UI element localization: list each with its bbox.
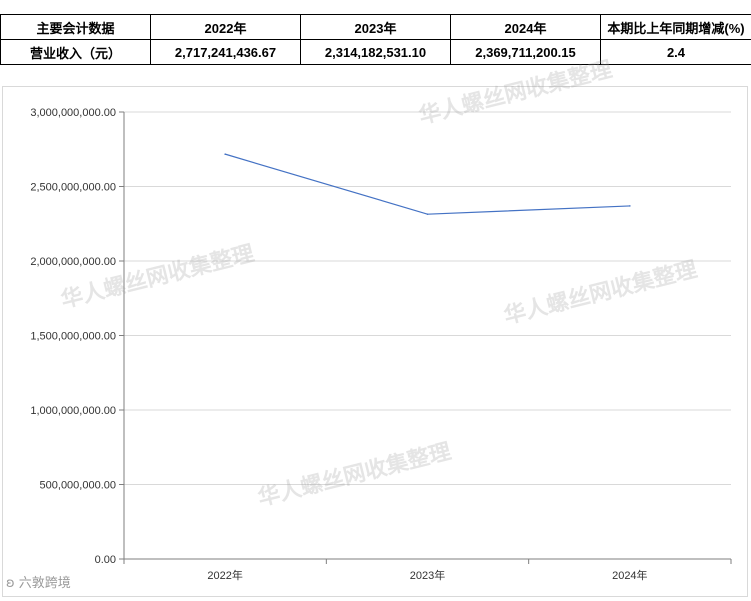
y-tick-label: 1,000,000,000.00: [30, 405, 116, 417]
line-chart: 0.00 500,000,000.00 1,000,000,000.00 1,500,…: [30, 107, 732, 582]
y-tick-label: 0.00: [95, 554, 116, 566]
header-cell-2022: 2022年: [150, 14, 301, 40]
x-tick-label: 2022年: [207, 568, 242, 582]
cell-2023: 2,314,182,531.10: [300, 39, 451, 65]
logo-text: 六敦跨境: [18, 576, 71, 591]
header-cell-change: 本期比上年同期增减(%): [600, 14, 751, 40]
x-tick-label: 2024年: [612, 568, 647, 582]
y-tick-label: 2,500,000,000.00: [30, 182, 116, 194]
header-cell-metric: 主要会计数据: [0, 14, 151, 40]
header-cell-2024: 2024年: [450, 14, 601, 40]
data-point: [426, 213, 429, 215]
y-tick-label: 2,000,000,000.00: [30, 256, 116, 268]
y-tick-label: 1,500,000,000.00: [30, 331, 116, 343]
brand-logo: ʚ 六敦跨境: [6, 572, 71, 591]
cell-change: 2.4: [600, 39, 751, 65]
header-cell-2023: 2023年: [300, 14, 451, 40]
table-row: 营业收入（元） 2,717,241,436.67 2,314,182,531.1…: [0, 39, 751, 65]
y-tick-label: 500,000,000.00: [40, 480, 116, 492]
cell-2024: 2,369,711,200.15: [450, 39, 601, 65]
revenue-series-line: [224, 153, 630, 215]
revenue-table: 主要会计数据 2022年 2023年 2024年 本期比上年同期增减(%) 营业…: [0, 14, 751, 65]
table-header-row: 主要会计数据 2022年 2023年 2024年 本期比上年同期增减(%): [0, 14, 751, 40]
x-tick-label: 2023年: [410, 568, 445, 582]
logo-icon: ʚ: [6, 576, 15, 591]
row-label: 营业收入（元）: [0, 39, 151, 65]
y-tick-label: 3,000,000,000.00: [30, 107, 116, 119]
cell-2022: 2,717,241,436.67: [150, 39, 301, 65]
chart-panel: 0.00 500,000,000.00 1,000,000,000.00 1,500,…: [2, 57, 748, 597]
data-point: [629, 205, 631, 207]
data-point: [224, 153, 226, 155]
